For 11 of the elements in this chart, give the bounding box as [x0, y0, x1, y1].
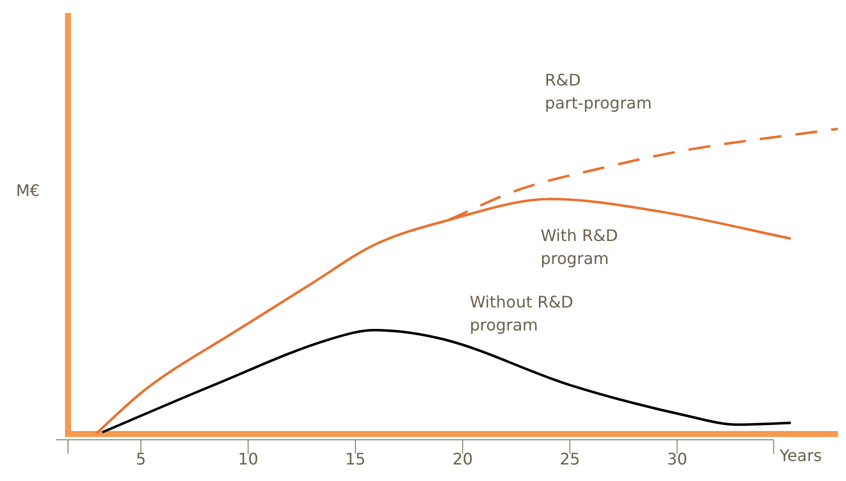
x-tick-label: 5: [136, 450, 146, 469]
text: R&D part-program: [544, 70, 652, 113]
series-label: With R&D program: [540, 226, 618, 268]
x-tick-label: 15: [345, 450, 366, 469]
x-tick-label: 20: [452, 450, 473, 469]
x-tick-label: 30: [666, 450, 688, 469]
x-tick-label: 10: [238, 450, 258, 469]
x-tick-label: 25: [560, 450, 580, 469]
x-axis-title: Years: [778, 446, 822, 466]
y-axis-title: M€: [16, 180, 40, 200]
series-label: Without R&D program: [470, 292, 574, 334]
